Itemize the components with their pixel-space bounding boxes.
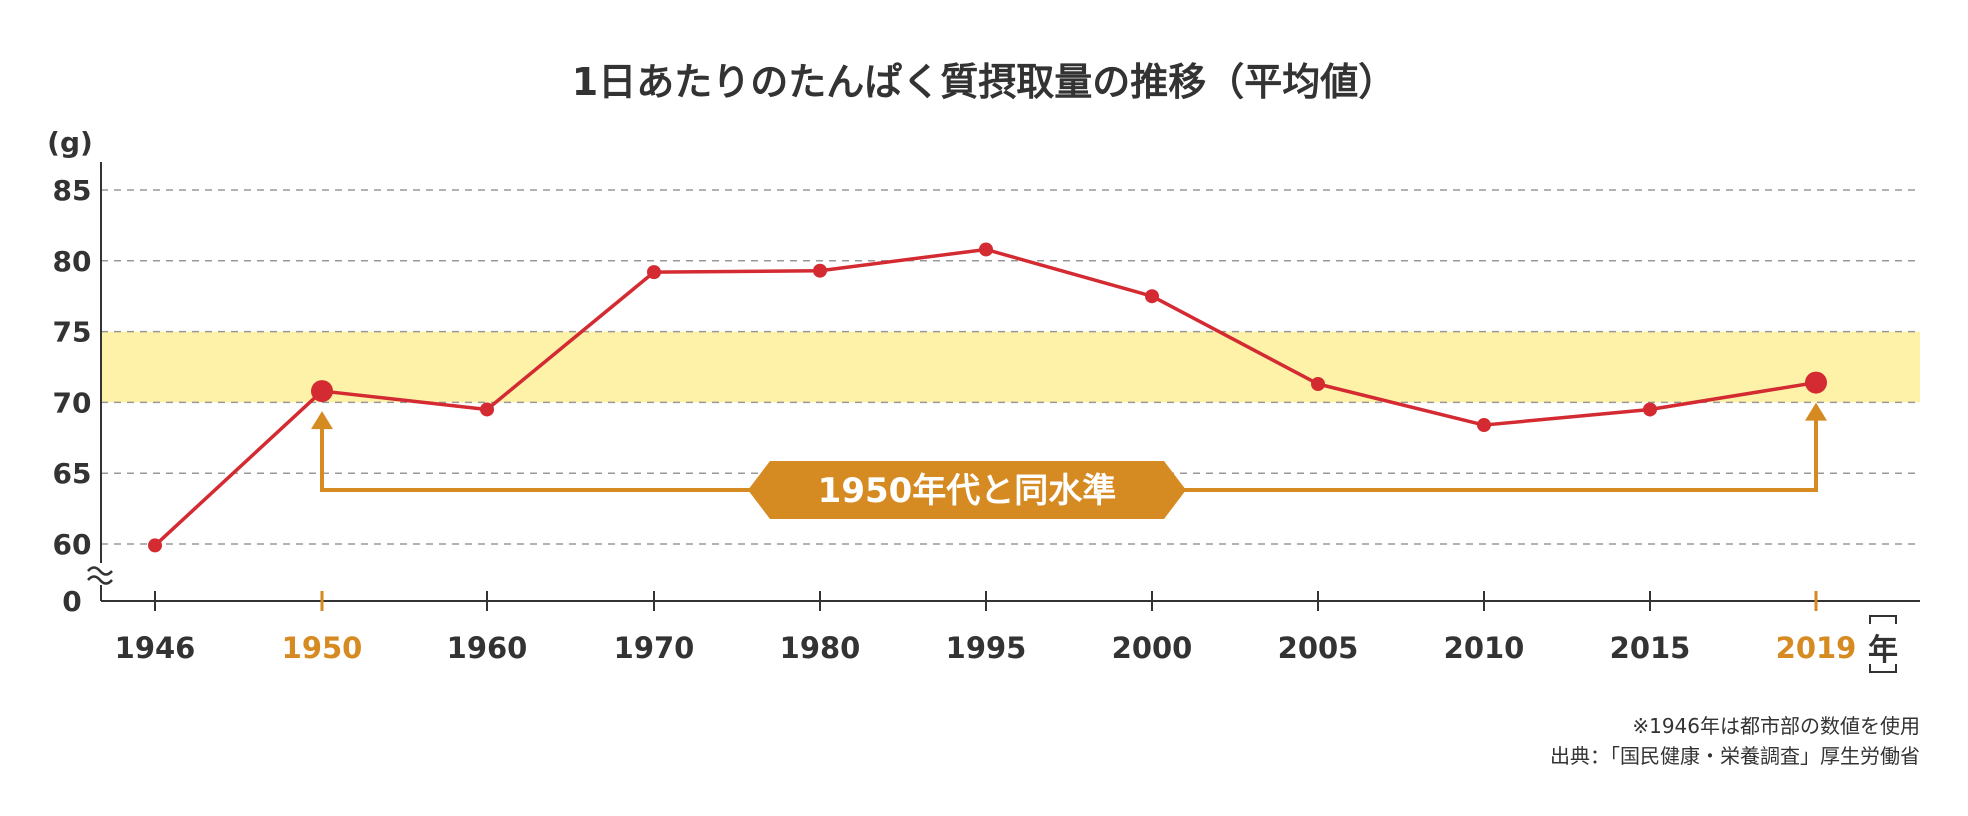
x-tick-label: 2015 [1610,631,1691,665]
unit-bracket-top [1869,615,1897,624]
annotation-label-box [748,461,1186,519]
y-tick-label: 60 [53,528,92,561]
x-tick-label: 1970 [614,631,695,665]
x-tick-label: 2019 [1776,631,1857,665]
annotation-label: 1950年代と同水準 [818,471,1117,511]
data-point [979,242,993,257]
x-tick-label: 2005 [1278,631,1359,665]
data-point [1643,402,1657,417]
data-point [148,538,162,553]
y-tick-labels: 85 80 75 70 65 60 0 [53,174,92,618]
y-tick-label: 0 [62,585,81,618]
arrow-up-icon [1805,402,1827,421]
y-tick-label: 75 [53,316,92,349]
data-point [1145,289,1159,304]
grid-lines [101,189,1920,545]
series-line [148,242,1827,553]
x-tick-label: 1950 [282,631,363,665]
chart-title: 1日あたりのたんぱく質摂取量の推移（平均値） [572,60,1396,104]
y-axis-unit: (g) [47,126,93,159]
y-tick-label: 85 [53,174,92,207]
x-tick-label: 2000 [1112,631,1193,665]
x-tick-label: 1946 [115,631,196,665]
x-tick-label: 2010 [1444,631,1525,665]
y-tick-label: 65 [53,457,92,490]
footnote: ※1946年は都市部の数値を使用 [1632,714,1920,738]
x-axis-unit-label: 年 [1868,633,1898,668]
data-point [647,265,661,280]
data-point [1311,376,1325,391]
source-credit: 出典：「国民健康・栄養調査」厚生労働省 [1550,744,1920,768]
data-point [1805,371,1827,394]
x-axis-unit: 年 [1868,615,1898,673]
arrow-up-icon [311,411,333,430]
annotation-bracket: 1950年代と同水準 [311,402,1827,519]
y-tick-label: 80 [53,245,92,278]
data-point [480,402,494,417]
data-point [311,380,333,403]
data-point [1477,418,1491,433]
y-tick-label: 70 [53,386,92,419]
data-point [813,263,827,278]
reference-band [101,331,1920,403]
unit-bracket-bottom [1869,664,1897,673]
axes [86,162,1920,602]
x-tick-label: 1995 [946,631,1027,665]
x-tick-label: 1960 [447,631,528,665]
x-tick-labels: 1946 1950 1960 1970 1980 1995 2000 2005 2010 2015… [115,591,1857,665]
axis-break-icon [86,563,116,585]
x-tick-label: 1980 [780,631,861,665]
